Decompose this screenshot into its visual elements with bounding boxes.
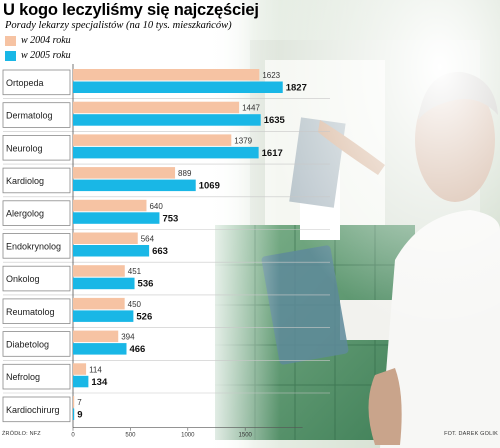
- photo-credit: FOT. DAREK GOLIK: [444, 431, 498, 437]
- value-label: 450: [128, 300, 142, 309]
- bar-w-2005-roku: [73, 114, 261, 126]
- bar-w-2004-roku: [73, 265, 125, 277]
- bar-w-2005-roku: [73, 277, 135, 290]
- category-label-box: [2, 331, 71, 357]
- value-label: 889: [178, 169, 192, 178]
- value-label: 1069: [199, 181, 220, 192]
- category-label: Reumatolog: [6, 307, 55, 317]
- legend-swatch-2005: [5, 50, 16, 61]
- value-label: 663: [152, 246, 168, 257]
- value-label: 451: [128, 267, 142, 276]
- legend-label-2004: w 2004 roku: [21, 35, 71, 46]
- category-label: Ortopeda: [6, 78, 44, 88]
- bar-w-2005-roku: [73, 343, 127, 355]
- bar-w-2005-roku: [73, 81, 283, 93]
- bar-w-2005-roku: [73, 408, 75, 420]
- category-label-box: [2, 265, 71, 292]
- bar-w-2004-roku: [73, 167, 176, 179]
- value-label: 1617: [262, 148, 283, 159]
- category-label: Kardiolog: [6, 176, 44, 186]
- category-label: Dermatolog: [6, 111, 53, 121]
- value-label: 7: [77, 398, 82, 407]
- bar-w-2004-roku: [73, 363, 87, 375]
- value-label: 466: [129, 344, 145, 355]
- source-note: ŹRÓDŁO: NFZ: [2, 431, 41, 437]
- value-label: 1827: [286, 83, 307, 94]
- bar-w-2004-roku: [73, 69, 260, 81]
- value-label: 1379: [234, 136, 252, 145]
- legend-swatch-2004: [5, 35, 16, 46]
- bar-w-2004-roku: [73, 232, 138, 244]
- bar-w-2004-roku: [73, 134, 232, 146]
- category-label-box: [2, 396, 71, 423]
- chart-title: U kogo leczyliśmy się najczęściej: [3, 1, 259, 19]
- bar-w-2004-roku: [73, 101, 240, 114]
- legend-item-2004: w 2004 roku: [5, 35, 71, 46]
- x-tick-label: 0: [71, 433, 75, 439]
- category-label: Endokrynolog: [6, 241, 61, 251]
- bar-w-2005-roku: [73, 212, 160, 224]
- bar-w-2004-roku: [73, 330, 119, 343]
- category-label-box: [2, 167, 71, 194]
- value-label: 9: [77, 410, 82, 421]
- category-label-box: [2, 298, 71, 324]
- bar-w-2004-roku: [73, 297, 125, 310]
- value-label: 394: [121, 333, 135, 342]
- value-label: 536: [138, 279, 154, 290]
- bar-w-2005-roku: [73, 310, 134, 322]
- value-label: 564: [141, 235, 155, 244]
- value-label: 640: [149, 202, 163, 211]
- bar-w-2005-roku: [73, 179, 196, 192]
- category-label: Diabetolog: [6, 339, 49, 349]
- value-label: 1447: [242, 104, 260, 113]
- bar-w-2005-roku: [73, 245, 150, 257]
- legend-item-2005: w 2005 roku: [5, 50, 71, 61]
- chart-subtitle: Porady lekarzy specjalistów (na 10 tys. …: [5, 20, 232, 31]
- category-label: Kardiochirurg: [6, 405, 60, 415]
- value-label: 753: [162, 213, 178, 224]
- bar-w-2004-roku: [73, 396, 75, 408]
- x-tick-label: 1500: [239, 433, 253, 439]
- category-label: Onkolog: [6, 274, 40, 284]
- legend-label-2005: w 2005 roku: [21, 50, 71, 61]
- category-label-box: [2, 69, 71, 96]
- x-tick-label: 1000: [181, 433, 195, 439]
- bar-w-2005-roku: [73, 375, 89, 388]
- value-label: 114: [89, 365, 102, 374]
- category-label: Neurolog: [6, 143, 43, 153]
- category-label-box: [2, 134, 71, 161]
- value-label: 526: [136, 311, 152, 322]
- value-label: 1623: [262, 71, 280, 80]
- category-label-box: [2, 363, 71, 390]
- category-label-box: [2, 233, 71, 259]
- bar-w-2005-roku: [73, 146, 259, 159]
- category-label-box: [2, 200, 71, 226]
- category-label-box: [2, 102, 71, 128]
- bar-w-2004-roku: [73, 199, 147, 212]
- value-label: 1635: [264, 115, 286, 126]
- category-label: Nefrolog: [6, 372, 40, 382]
- category-label: Alergolog: [6, 209, 44, 219]
- value-label: 134: [91, 377, 108, 388]
- x-tick-label: 500: [125, 433, 136, 439]
